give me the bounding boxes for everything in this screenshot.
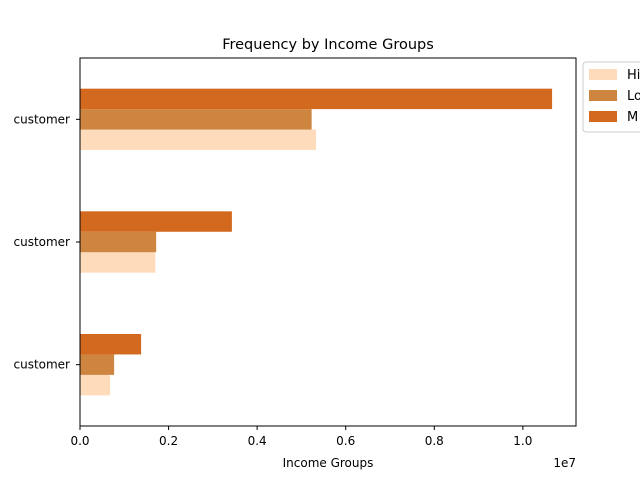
chart-title: Frequency by Income Groups: [222, 37, 434, 53]
x-axis-offset-text: 1e7: [553, 456, 576, 470]
bar-hi-1: [80, 129, 317, 150]
bar-m-3: [80, 334, 142, 355]
legend-label-hi: Hi: [627, 68, 640, 83]
x-axis-ticks: 0.0 0.2 0.4 0.6 0.8 1.0: [70, 426, 532, 448]
legend: Hi Lo M: [582, 61, 640, 133]
bars-layer: [80, 88, 553, 396]
bar-lo-1: [80, 109, 312, 130]
bar-lo-3: [80, 354, 115, 375]
bar-m-2: [80, 211, 232, 232]
x-tick-label: 0.4: [248, 434, 267, 448]
bar-m-1: [80, 88, 553, 110]
y-tick-label: customer: [13, 235, 70, 249]
legend-label-m: M: [627, 110, 638, 125]
x-tick-label: 1.0: [513, 434, 532, 448]
bar-hi-2: [80, 252, 156, 273]
x-tick-label: 0.0: [70, 434, 89, 448]
bar-lo-2: [80, 231, 157, 253]
y-tick-label: customer: [13, 358, 70, 372]
x-tick-label: 0.2: [159, 434, 178, 448]
legend-swatch-hi: [589, 69, 617, 80]
legend-swatch-lo: [589, 90, 617, 101]
x-tick-label: 0.6: [336, 434, 355, 448]
legend-swatch-m: [589, 111, 617, 122]
y-tick-label: customer: [13, 112, 70, 126]
x-tick-label: 0.8: [425, 434, 444, 448]
y-axis-ticks: customer customer customer: [13, 112, 80, 372]
x-axis-label: Income Groups: [283, 456, 374, 470]
legend-label-lo: Lo: [627, 89, 640, 104]
bar-hi-3: [80, 374, 111, 396]
